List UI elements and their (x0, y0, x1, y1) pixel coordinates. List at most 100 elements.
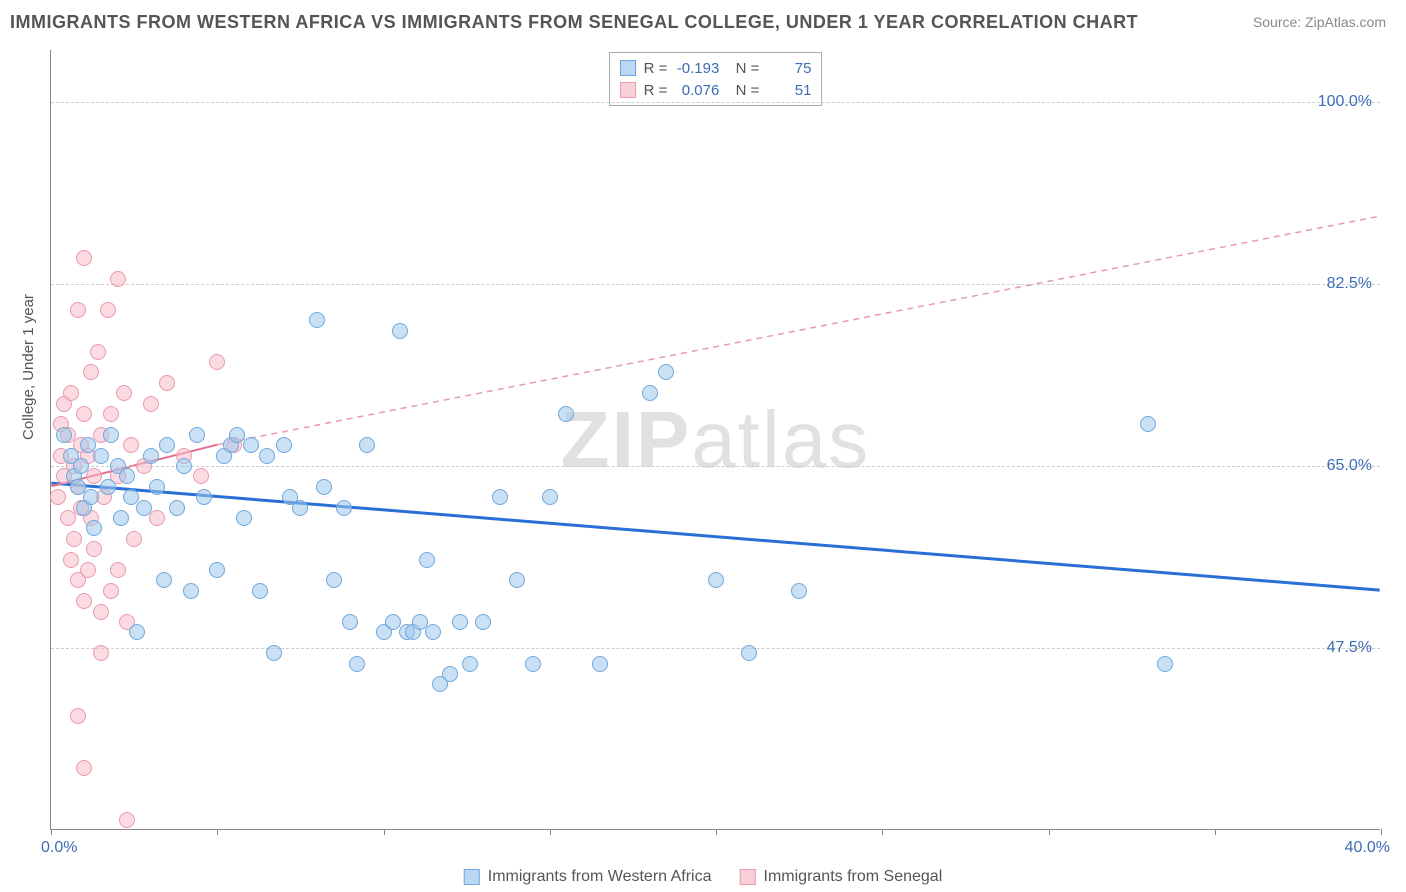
data-point (316, 479, 332, 495)
data-point (309, 312, 325, 328)
x-tick (384, 829, 385, 835)
data-point (176, 458, 192, 474)
data-point (50, 489, 66, 505)
data-point (252, 583, 268, 599)
data-point (196, 489, 212, 505)
stat-r-label: R = (644, 60, 668, 77)
data-point (156, 572, 172, 588)
swatch-icon (620, 82, 636, 98)
stat-n-value: 75 (767, 60, 811, 77)
data-point (149, 510, 165, 526)
data-point (791, 583, 807, 599)
data-point (80, 562, 96, 578)
data-point (76, 760, 92, 776)
x-tick (882, 829, 883, 835)
y-tick-label: 82.5% (1327, 275, 1372, 293)
data-point (276, 437, 292, 453)
data-point (103, 406, 119, 422)
legend-item-2: Immigrants from Senegal (740, 868, 943, 886)
watermark-bold: ZIP (561, 395, 691, 484)
data-point (342, 614, 358, 630)
chart-title: IMMIGRANTS FROM WESTERN AFRICA VS IMMIGR… (10, 12, 1138, 33)
data-point (442, 666, 458, 682)
swatch-icon (620, 60, 636, 76)
data-point (110, 562, 126, 578)
data-point (143, 448, 159, 464)
swatch-icon (464, 869, 480, 885)
x-axis-min-label: 0.0% (41, 839, 77, 857)
data-point (129, 624, 145, 640)
data-point (193, 468, 209, 484)
legend-stats-row-2: R = 0.076 N = 51 (620, 79, 812, 101)
data-point (236, 510, 252, 526)
data-point (336, 500, 352, 516)
data-point (76, 593, 92, 609)
data-point (209, 354, 225, 370)
x-tick (217, 829, 218, 835)
data-point (93, 604, 109, 620)
data-point (209, 562, 225, 578)
data-point (425, 624, 441, 640)
data-point (113, 510, 129, 526)
data-point (149, 479, 165, 495)
data-point (475, 614, 491, 630)
data-point (83, 489, 99, 505)
data-point (1140, 416, 1156, 432)
data-point (642, 385, 658, 401)
data-point (159, 375, 175, 391)
x-tick (1381, 829, 1382, 835)
data-point (259, 448, 275, 464)
data-point (143, 396, 159, 412)
y-tick-label: 47.5% (1327, 639, 1372, 657)
data-point (349, 656, 365, 672)
data-point (741, 645, 757, 661)
data-point (509, 572, 525, 588)
data-point (159, 437, 175, 453)
data-point (292, 500, 308, 516)
legend-item-1: Immigrants from Western Africa (464, 868, 712, 886)
data-point (70, 302, 86, 318)
data-point (83, 364, 99, 380)
x-tick (1049, 829, 1050, 835)
x-tick (1215, 829, 1216, 835)
gridline (51, 466, 1380, 467)
data-point (63, 552, 79, 568)
stat-n-value: 51 (767, 82, 811, 99)
watermark-light: atlas (691, 395, 870, 484)
data-point (93, 448, 109, 464)
data-point (658, 364, 674, 380)
chart-container: IMMIGRANTS FROM WESTERN AFRICA VS IMMIGR… (0, 0, 1406, 892)
x-tick (716, 829, 717, 835)
data-point (70, 708, 86, 724)
y-tick-label: 100.0% (1318, 93, 1372, 111)
data-point (492, 489, 508, 505)
data-point (86, 541, 102, 557)
data-point (525, 656, 541, 672)
data-point (169, 500, 185, 516)
data-point (136, 500, 152, 516)
data-point (266, 645, 282, 661)
data-point (73, 458, 89, 474)
data-point (183, 583, 199, 599)
gridline (51, 102, 1380, 103)
data-point (100, 302, 116, 318)
data-point (93, 645, 109, 661)
gridline (51, 284, 1380, 285)
y-tick-label: 65.0% (1327, 457, 1372, 475)
x-axis-max-label: 40.0% (1345, 839, 1390, 857)
source-attribution: Source: ZipAtlas.com (1253, 14, 1386, 30)
legend-label: Immigrants from Western Africa (488, 868, 712, 886)
legend-label: Immigrants from Senegal (764, 868, 943, 886)
data-point (119, 468, 135, 484)
data-point (116, 385, 132, 401)
stat-r-value: -0.193 (675, 60, 719, 77)
data-point (86, 520, 102, 536)
plot-area: ZIPatlas R = -0.193 N = 75 R = 0.076 N =… (50, 50, 1380, 830)
y-axis-label: College, Under 1 year (20, 294, 37, 440)
legend-stats-row-1: R = -0.193 N = 75 (620, 57, 812, 79)
data-point (76, 250, 92, 266)
data-point (452, 614, 468, 630)
stat-n-label: N = (727, 60, 759, 77)
data-point (60, 510, 76, 526)
stat-r-label: R = (644, 82, 668, 99)
